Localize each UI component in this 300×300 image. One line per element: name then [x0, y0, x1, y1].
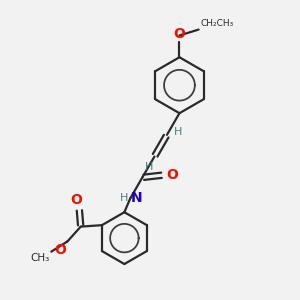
Text: O: O: [54, 243, 66, 257]
Text: H: H: [119, 193, 128, 203]
Text: N: N: [130, 191, 142, 205]
Text: O: O: [173, 27, 185, 41]
Text: CH₃: CH₃: [31, 253, 50, 263]
Text: H: H: [145, 162, 153, 172]
Text: H: H: [173, 127, 182, 137]
Text: O: O: [70, 193, 82, 207]
Text: O: O: [167, 168, 178, 182]
Text: CH₂CH₃: CH₂CH₃: [200, 20, 233, 28]
